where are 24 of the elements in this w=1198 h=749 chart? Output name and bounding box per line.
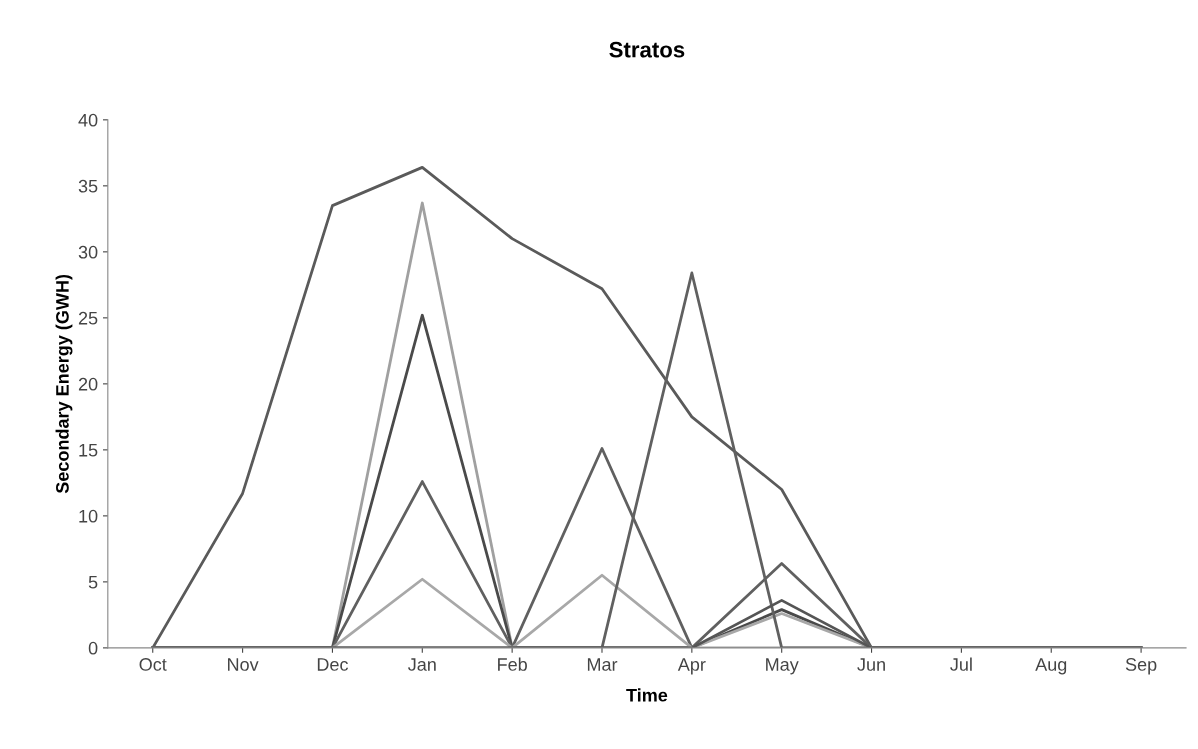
y-tick-label: 35	[78, 179, 98, 193]
y-tick-label: 10	[79, 509, 98, 523]
x-tick-label: Dec	[317, 658, 349, 671]
x-tick-label: Jun	[857, 658, 885, 671]
y-tick-label: 0	[88, 641, 98, 655]
y-tick-label: 20	[78, 377, 98, 391]
chart-title: Stratos	[609, 41, 685, 58]
y-tick-label: 5	[88, 576, 98, 589]
x-axis-title: Time	[626, 688, 668, 702]
x-tick-label: Apr	[677, 658, 706, 675]
x-tick-label: Feb	[498, 657, 527, 671]
y-tick-label: 30	[78, 245, 98, 259]
y-tick-label: 15	[79, 443, 98, 457]
y-tick-label: 25	[78, 311, 98, 325]
x-tick-label: May	[766, 658, 799, 675]
x-tick-label: Oct	[139, 658, 167, 671]
x-tick-label: Mar	[587, 658, 618, 671]
x-tick-label: Nov	[228, 658, 259, 671]
y-tick-label: 40	[78, 113, 98, 127]
x-tick-label: Aug	[1035, 658, 1067, 675]
x-tick-label: Jul	[950, 657, 972, 671]
x-tick-label: Jan	[408, 658, 436, 671]
y-axis-title: Secondary Energy (GWH)	[55, 274, 73, 494]
x-tick-label: Sep	[1125, 658, 1157, 675]
